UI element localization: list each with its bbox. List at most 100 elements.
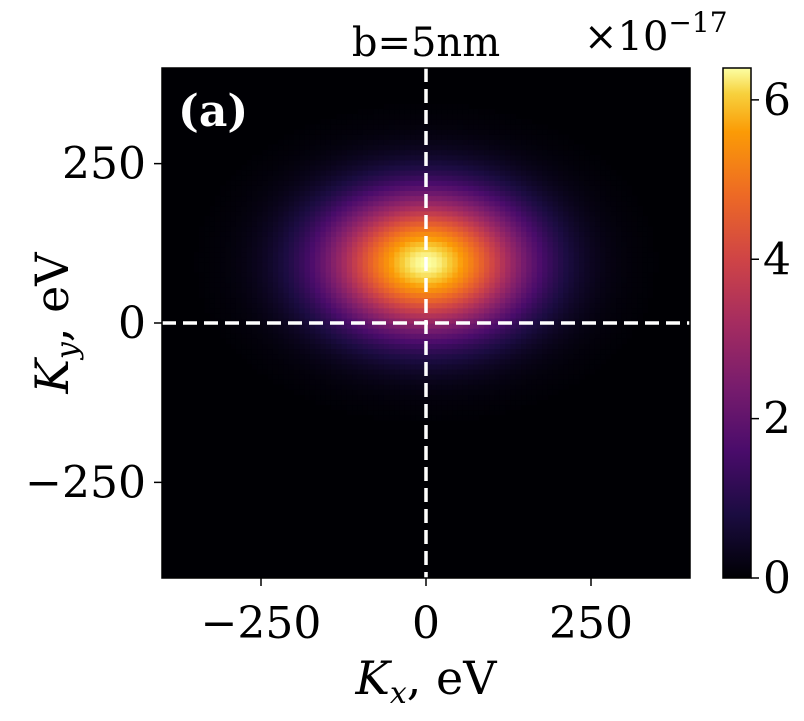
heatmap-cell	[452, 149, 459, 156]
heatmap-cell	[452, 129, 459, 135]
heatmap-cell	[262, 175, 269, 181]
heatmap-cell	[410, 231, 417, 237]
heatmap-cell	[294, 195, 300, 202]
heatmap-cell	[378, 251, 385, 258]
heatmap-cell	[494, 139, 501, 146]
heatmap-cell	[594, 226, 601, 232]
heatmap-cell	[288, 185, 295, 191]
colorbar-tick-label: 2	[763, 394, 791, 445]
heatmap-cell	[526, 210, 533, 217]
heatmap-cell	[373, 358, 380, 365]
heatmap-cell	[367, 404, 374, 411]
heatmap-cell	[600, 297, 607, 304]
heatmap-cell	[367, 272, 374, 278]
heatmap-cell	[563, 210, 570, 217]
heatmap-cell	[594, 302, 601, 309]
heatmap-cell	[441, 108, 448, 115]
heatmap-cell	[341, 129, 348, 135]
heatmap-cell	[299, 368, 306, 375]
heatmap-cell	[589, 317, 596, 324]
heatmap-cell	[489, 312, 496, 319]
heatmap-cell	[225, 200, 232, 207]
heatmap-cell	[272, 343, 279, 350]
heatmap-cell	[589, 154, 596, 161]
heatmap-cell	[579, 287, 585, 293]
heatmap-cell	[336, 261, 343, 268]
heatmap-cell	[436, 108, 443, 115]
heatmap-cell	[389, 175, 395, 181]
heatmap-cell	[257, 226, 263, 232]
heatmap-cell	[637, 205, 644, 212]
heatmap-cell	[346, 236, 353, 242]
heatmap-cell	[352, 154, 358, 161]
heatmap-cell	[251, 231, 258, 237]
heatmap-cell	[283, 185, 290, 191]
heatmap-cell	[420, 103, 427, 110]
heatmap-cell	[288, 154, 295, 161]
heatmap-cell	[489, 256, 496, 263]
heatmap-cell	[568, 292, 575, 299]
heatmap-cell	[457, 343, 464, 350]
heatmap-cell	[499, 389, 506, 395]
heatmap-cell	[431, 266, 438, 273]
heatmap-cell	[383, 256, 390, 263]
heatmap-cell	[399, 246, 406, 253]
heatmap-cell	[600, 277, 607, 283]
heatmap-cell	[394, 246, 401, 253]
heatmap-cell	[631, 205, 638, 212]
heatmap-cell	[431, 113, 438, 120]
heatmap-cell	[309, 210, 316, 217]
heatmap-cell	[325, 312, 332, 319]
heatmap-cell	[573, 282, 580, 288]
heatmap-cell	[653, 256, 659, 263]
heatmap-cell	[209, 256, 216, 263]
heatmap-cell	[220, 328, 226, 334]
heatmap-cell	[457, 379, 464, 385]
heatmap-cell	[441, 302, 448, 309]
heatmap-cell	[404, 414, 411, 421]
heatmap-cell	[489, 261, 496, 268]
heatmap-cell	[568, 241, 575, 248]
heatmap-cell	[399, 154, 406, 161]
heatmap-cell	[647, 251, 654, 258]
heatmap-cell	[600, 221, 607, 227]
heatmap-cell	[294, 368, 300, 375]
heatmap-cell	[320, 287, 327, 293]
heatmap-cell	[637, 231, 644, 237]
heatmap-cell	[616, 215, 622, 222]
heatmap-cell	[315, 129, 321, 135]
heatmap-cell	[267, 149, 274, 156]
heatmap-cell	[499, 231, 506, 237]
heatmap-cell	[362, 323, 369, 329]
heatmap-cell	[288, 215, 295, 222]
heatmap-cell	[441, 317, 448, 324]
heatmap-cell	[241, 338, 248, 344]
heatmap-cell	[278, 374, 285, 380]
heatmap-cell	[336, 307, 343, 314]
heatmap-cell	[383, 374, 390, 380]
heatmap-cell	[494, 358, 501, 365]
heatmap-cell	[521, 292, 527, 299]
heatmap-cell	[426, 368, 432, 375]
heatmap-cell	[299, 241, 306, 248]
heatmap-cell	[547, 210, 554, 217]
heatmap-cell	[573, 328, 580, 334]
heatmap-cell	[616, 205, 622, 212]
heatmap-cell	[357, 246, 364, 253]
heatmap-cell	[594, 358, 601, 365]
heatmap-cell	[626, 231, 633, 237]
heatmap-cell	[325, 215, 332, 222]
heatmap-cell	[325, 307, 332, 314]
heatmap-cell	[294, 139, 300, 146]
heatmap-cell	[420, 317, 427, 324]
heatmap-cell	[536, 205, 543, 212]
heatmap-cell	[246, 328, 253, 334]
heatmap-cell	[304, 266, 311, 273]
heatmap-cell	[357, 231, 364, 237]
heatmap-cell	[410, 129, 417, 135]
heatmap-cell	[536, 363, 543, 370]
heatmap-cell	[626, 200, 633, 207]
heatmap-cell	[531, 343, 538, 350]
heatmap-cell	[294, 292, 300, 299]
heatmap-cell	[373, 414, 380, 421]
